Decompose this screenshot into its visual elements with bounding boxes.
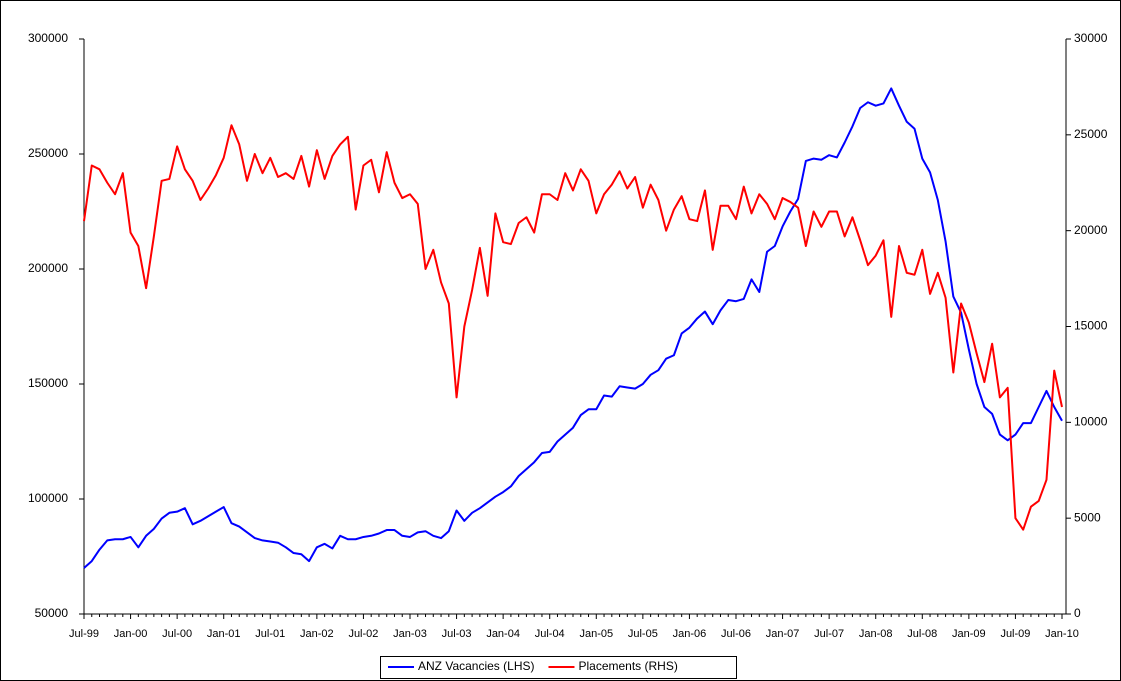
y-tick-label: 100000	[28, 491, 68, 505]
x-tick-label: Jan-00	[114, 628, 148, 640]
x-tick-label: Jan-07	[766, 628, 800, 640]
x-tick-label: Jan-03	[393, 628, 427, 640]
y2-tick-label: 0	[1074, 606, 1081, 620]
y2-tick-label: 30000	[1074, 31, 1108, 45]
x-tick-label: Jan-10	[1045, 628, 1079, 640]
x-tick-label: Jan-05	[579, 628, 613, 640]
y-tick-label: 50000	[35, 606, 69, 620]
x-tick-label: Jul-04	[535, 628, 565, 640]
x-tick-label: Jul-07	[814, 628, 844, 640]
y2-tick-label: 25000	[1074, 127, 1108, 141]
x-tick-label: Jan-04	[486, 628, 520, 640]
x-tick-label: Jan-08	[859, 628, 893, 640]
x-tick-label: Jul-02	[348, 628, 378, 640]
series-line	[83, 124, 1063, 531]
y2-tick-label: 5000	[1074, 510, 1101, 524]
x-tick-label: Jul-03	[442, 628, 472, 640]
x-tick-label: Jul-06	[721, 628, 751, 640]
x-tick-label: Jul-99	[69, 628, 99, 640]
series-line	[83, 87, 1063, 569]
y-tick-label: 200000	[28, 261, 68, 275]
legend: ANZ Vacancies (LHS) Placements (RHS)	[380, 656, 737, 679]
legend-label: ANZ Vacancies (LHS)	[418, 659, 534, 673]
y-tick-label: 300000	[28, 31, 68, 45]
x-tick-label: Jan-02	[300, 628, 334, 640]
x-tick-label: Jul-05	[628, 628, 658, 640]
x-tick-label: Jan-09	[952, 628, 986, 640]
x-tick-label: Jul-09	[1000, 628, 1030, 640]
y2-tick-label: 10000	[1074, 415, 1108, 429]
x-tick-label: Jan-01	[207, 628, 241, 640]
x-tick-label: Jul-00	[162, 628, 192, 640]
y2-tick-label: 15000	[1074, 319, 1108, 333]
y-tick-label: 250000	[28, 146, 68, 160]
legend-label: Placements (RHS)	[578, 659, 677, 673]
x-tick-label: Jan-06	[673, 628, 707, 640]
y2-tick-label: 20000	[1074, 223, 1108, 237]
x-tick-label: Jul-08	[907, 628, 937, 640]
y-tick-label: 150000	[28, 376, 68, 390]
x-tick-label: Jul-01	[255, 628, 285, 640]
